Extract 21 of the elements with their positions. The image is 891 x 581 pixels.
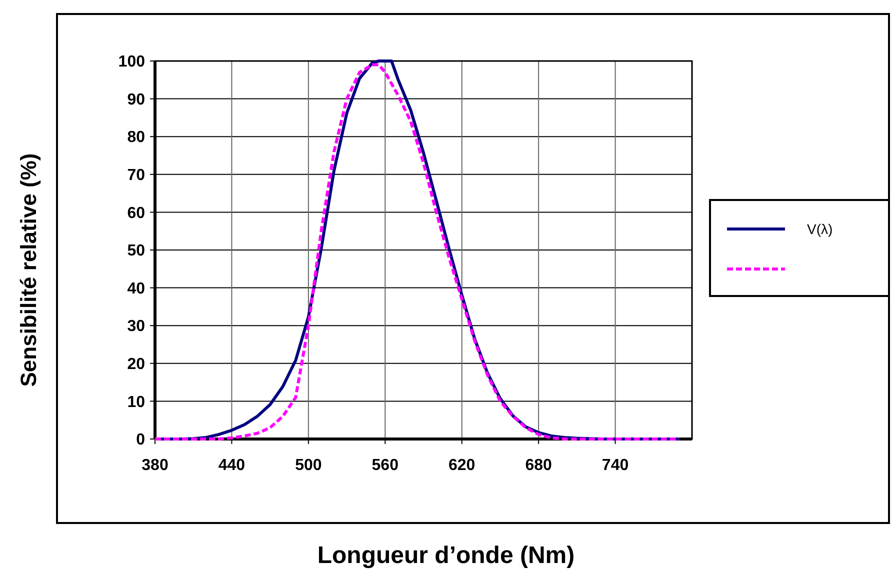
x-tick-label: 560: [372, 457, 399, 474]
y-tick-label: 70: [127, 167, 146, 184]
x-tick-label: 380: [142, 457, 168, 474]
y-tick-label: 10: [127, 394, 146, 411]
x-tick-label: 620: [448, 457, 476, 474]
y-tick-label: 90: [127, 91, 146, 108]
y-tick-label: 0: [136, 432, 146, 449]
y-tick-label: 60: [127, 204, 146, 222]
y-tick-label: 100: [118, 54, 146, 71]
x-tick-label: 680: [525, 457, 552, 474]
y-axis-title: Sensibilité relative (%): [16, 153, 41, 387]
y-tick-label: 20: [127, 356, 146, 373]
y-tick-label: 30: [127, 318, 146, 336]
x-tick-label: 740: [602, 457, 629, 474]
y-tick-label: 50: [127, 242, 146, 260]
y-tick-label: 40: [127, 280, 146, 298]
legend-label: V(λ): [807, 220, 833, 237]
y-tick-label: 80: [127, 129, 146, 146]
x-tick-label: 500: [295, 457, 322, 474]
x-axis-title: Longueur d’onde (Nm): [317, 542, 575, 569]
x-tick-label: 440: [218, 457, 246, 474]
